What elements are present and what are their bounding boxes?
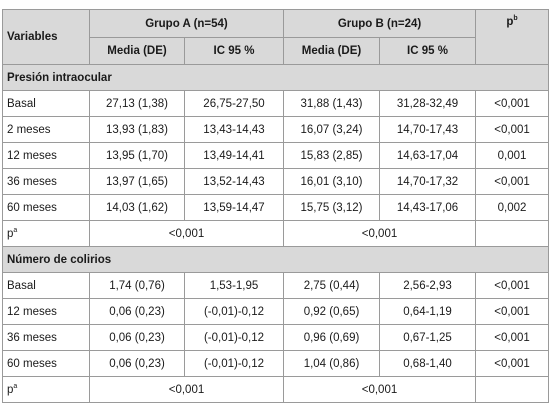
pa-label-sup: a <box>13 382 18 390</box>
group-b-ci-cell: 14,63-17,04 <box>378 142 477 169</box>
group-a-mean-cell: 13,93 (1,83) <box>89 116 185 143</box>
table-body: Presión intraocular Basal 27,13 (1,38) 26,7… <box>1 64 550 403</box>
p-value-cell: <0,001 <box>475 168 550 195</box>
group-b-ci-cell: 0,67-1,25 <box>378 324 477 351</box>
row-label: 36 meses <box>2 168 90 195</box>
group-b-ci-cell: 0,64-1,19 <box>378 298 477 325</box>
p-header: pb <box>475 9 550 65</box>
pa-label: pa <box>2 376 90 403</box>
pa-empty-cell <box>475 220 550 247</box>
row-label: 12 meses <box>2 142 90 169</box>
p-value-cell: <0,001 <box>475 298 550 325</box>
pa-row: pa <0,001 <0,001 <box>2 376 550 403</box>
group-b-mean-cell: 0,92 (0,65) <box>283 298 380 325</box>
p-header-label: p <box>506 16 514 28</box>
pa-group-b: <0,001 <box>282 376 477 403</box>
table-row: Basal 1,74 (0,76) 1,53-1,95 2,75 (0,44) 2,56… <box>2 272 550 299</box>
group-b-ci-cell: 14,43-17,06 <box>378 194 477 221</box>
section-row: Número de colirios <box>1 246 550 273</box>
group-a-ci-cell: 1,53-1,95 <box>184 272 284 299</box>
pa-empty-cell <box>475 376 550 403</box>
group-b-ci-cell: 14,70-17,43 <box>378 116 477 143</box>
group-a-mean-cell: 0,06 (0,23) <box>89 298 185 325</box>
table-row: 12 meses 13,95 (1,70) 13,49-14,41 15,83 (2,… <box>2 142 550 169</box>
table-row: 60 meses 0,06 (0,23) (-0,01)-0,12 1,04 (0,8… <box>2 350 550 377</box>
pa-label-sup: a <box>13 226 18 234</box>
row-label: 36 meses <box>2 324 90 351</box>
table-header: Variables Grupo A (n=54) Grupo B (n=24) … <box>2 9 550 65</box>
group-a-mean-cell: 0,06 (0,23) <box>89 350 185 377</box>
p-value-cell: 0,002 <box>475 194 550 221</box>
row-label: 12 meses <box>2 298 90 325</box>
group-a-mean-cell: 1,74 (0,76) <box>89 272 185 299</box>
group-b-mean-cell: 15,83 (2,85) <box>283 142 380 169</box>
pa-group-a: <0,001 <box>89 376 284 403</box>
group-a-mean-cell: 14,03 (1,62) <box>89 194 185 221</box>
group-a-ci-cell: 13,49-14,41 <box>184 142 284 169</box>
group-a-ci-cell: (-0,01)-0,12 <box>184 298 284 325</box>
p-value-cell: 0,001 <box>475 142 550 169</box>
group-b-ci-cell: 0,68-1,40 <box>378 350 477 377</box>
table-row: Basal 27,13 (1,38) 26,75-27,50 31,88 (1,43)… <box>2 90 550 117</box>
group-b-mean-cell: 31,88 (1,43) <box>283 90 380 117</box>
group-b-mean-cell: 16,07 (3,24) <box>283 116 380 143</box>
pa-label-text: p <box>7 227 14 240</box>
group-b-mean-cell: 1,04 (0,86) <box>283 350 380 377</box>
group-a-mean-cell: 0,06 (0,23) <box>89 324 185 351</box>
group-a-header: Grupo A (n=54) <box>89 9 284 38</box>
table-row: 12 meses 0,06 (0,23) (-0,01)-0,12 0,92 (0,6… <box>2 298 550 325</box>
p-value-cell: <0,001 <box>475 90 550 117</box>
group-a-mean-header: Media (DE) <box>89 37 185 65</box>
group-b-mean-cell: 15,75 (3,12) <box>283 194 380 221</box>
pa-label: pa <box>2 220 90 247</box>
pa-row: pa <0,001 <0,001 <box>2 220 550 247</box>
p-header-sup: b <box>513 15 518 23</box>
p-value-cell: <0,001 <box>475 324 550 351</box>
group-b-header: Grupo B (n=24) <box>282 9 477 38</box>
p-value-cell: <0,001 <box>475 350 550 377</box>
table-row: 2 meses 13,93 (1,83) 13,43-14,43 16,07 (3,2… <box>2 116 550 143</box>
row-label: Basal <box>2 90 90 117</box>
group-a-ci-cell: 26,75-27,50 <box>184 90 284 117</box>
group-a-mean-cell: 27,13 (1,38) <box>89 90 185 117</box>
group-a-ci-header: IC 95 % <box>184 37 284 65</box>
table-row: 36 meses 0,06 (0,23) (-0,01)-0,12 0,96 (0,6… <box>2 324 550 351</box>
group-a-ci-cell: (-0,01)-0,12 <box>184 350 284 377</box>
group-a-ci-cell: 13,43-14,43 <box>184 116 284 143</box>
group-b-mean-cell: 16,01 (3,10) <box>283 168 380 195</box>
section-title: Presión intraocular <box>1 64 550 91</box>
row-label: 2 meses <box>2 116 90 143</box>
group-a-mean-cell: 13,95 (1,70) <box>89 142 185 169</box>
section-row: Presión intraocular <box>1 64 550 91</box>
table-row: 60 meses 14,03 (1,62) 13,59-14,47 15,75 (3,… <box>2 194 550 221</box>
group-a-mean-cell: 13,97 (1,65) <box>89 168 185 195</box>
p-value-cell: <0,001 <box>475 116 550 143</box>
group-b-mean-header: Media (DE) <box>283 37 380 65</box>
pa-group-a: <0,001 <box>89 220 284 247</box>
row-label: 60 meses <box>2 350 90 377</box>
pa-group-b: <0,001 <box>282 220 477 247</box>
variables-header: Variables <box>2 9 90 65</box>
group-a-ci-cell: 13,52-14,43 <box>184 168 284 195</box>
row-label: 60 meses <box>2 194 90 221</box>
section-title: Número de colirios <box>1 246 550 273</box>
row-label: Basal <box>2 272 90 299</box>
group-b-ci-header: IC 95 % <box>378 37 477 65</box>
group-a-ci-cell: 13,59-14,47 <box>184 194 284 221</box>
group-b-ci-cell: 31,28-32,49 <box>378 90 477 117</box>
group-b-ci-cell: 14,70-17,32 <box>378 168 477 195</box>
p-value-cell: <0,001 <box>475 272 550 299</box>
results-table: Variables Grupo A (n=54) Grupo B (n=24) … <box>1 9 550 403</box>
group-b-mean-cell: 2,75 (0,44) <box>283 272 380 299</box>
table-row: 36 meses 13,97 (1,65) 13,52-14,43 16,01 (3,… <box>2 168 550 195</box>
group-b-mean-cell: 0,96 (0,69) <box>283 324 380 351</box>
pa-label-text: p <box>7 383 14 396</box>
group-b-ci-cell: 2,56-2,93 <box>378 272 477 299</box>
group-a-ci-cell: (-0,01)-0,12 <box>184 324 284 351</box>
